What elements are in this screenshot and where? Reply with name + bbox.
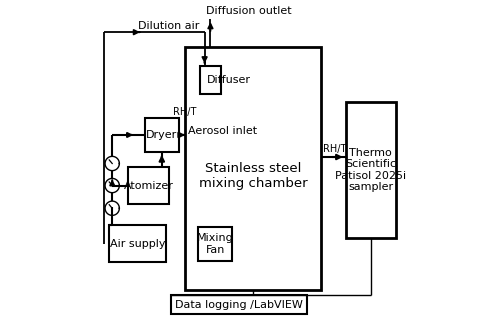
FancyBboxPatch shape (185, 47, 322, 290)
Text: Thermo
Scientific
Patisol 2025i
sampler: Thermo Scientific Patisol 2025i sampler (335, 147, 406, 192)
Text: Atomizer: Atomizer (124, 181, 174, 191)
FancyBboxPatch shape (198, 227, 232, 261)
Text: RH/T: RH/T (324, 145, 346, 154)
Text: RH/T: RH/T (172, 107, 196, 117)
Text: Diffusion outlet: Diffusion outlet (206, 6, 291, 16)
FancyBboxPatch shape (200, 66, 221, 94)
Text: Stainless steel
mixing chamber: Stainless steel mixing chamber (199, 163, 308, 190)
Text: Mixing
Fan: Mixing Fan (197, 233, 234, 255)
Text: Dryer: Dryer (146, 130, 178, 140)
FancyBboxPatch shape (346, 102, 396, 238)
FancyBboxPatch shape (144, 118, 178, 152)
Text: Aerosol inlet: Aerosol inlet (188, 126, 257, 136)
FancyBboxPatch shape (128, 167, 169, 204)
FancyBboxPatch shape (109, 225, 166, 262)
Text: Dilution air: Dilution air (138, 21, 200, 31)
FancyBboxPatch shape (170, 296, 306, 314)
Text: Air supply: Air supply (110, 239, 165, 249)
Text: Diffuser: Diffuser (207, 75, 251, 85)
Text: Data logging /LabVIEW: Data logging /LabVIEW (174, 300, 302, 310)
